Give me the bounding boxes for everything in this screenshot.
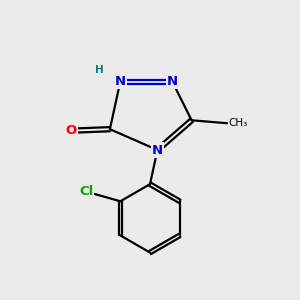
Text: H: H — [95, 65, 104, 75]
Text: CH₃: CH₃ — [229, 118, 248, 128]
Text: Cl: Cl — [79, 185, 93, 198]
Text: N: N — [115, 75, 126, 88]
Text: O: O — [66, 124, 77, 137]
Text: N: N — [167, 75, 178, 88]
Text: N: N — [152, 143, 163, 157]
